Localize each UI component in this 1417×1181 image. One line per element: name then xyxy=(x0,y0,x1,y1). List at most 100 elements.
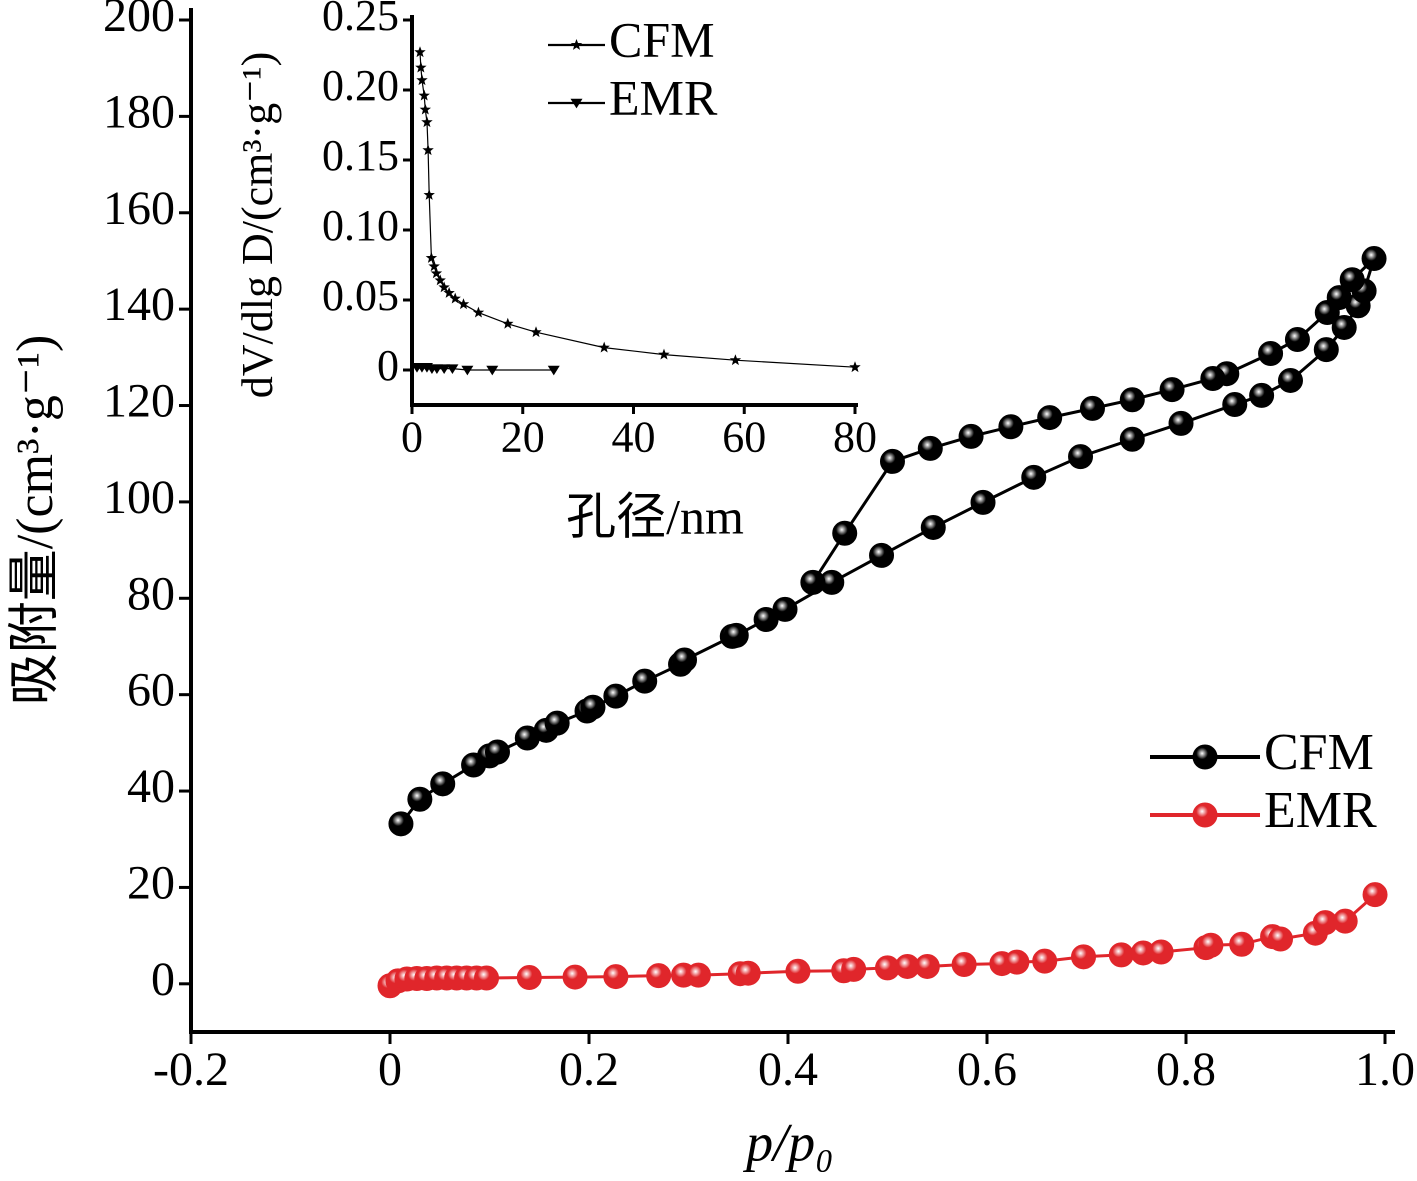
marker xyxy=(1159,377,1185,403)
x-tick-label: 20 xyxy=(501,412,545,461)
marker xyxy=(917,435,943,461)
marker xyxy=(530,326,542,338)
marker xyxy=(438,364,451,374)
y-tick-label: 40 xyxy=(127,760,175,813)
marker xyxy=(672,647,698,673)
marker xyxy=(388,811,414,837)
marker xyxy=(1119,426,1145,452)
marker xyxy=(562,964,588,990)
y-tick-label: 0 xyxy=(377,341,399,390)
marker xyxy=(1284,327,1310,353)
legend-label: CFM xyxy=(1264,724,1374,781)
marker xyxy=(461,365,474,376)
marker xyxy=(658,348,670,360)
x-axis-title: p/p₀ xyxy=(742,1112,834,1172)
x-tick-label: 0.6 xyxy=(957,1043,1017,1096)
marker xyxy=(484,739,510,765)
marker xyxy=(416,74,428,86)
marker xyxy=(425,252,438,263)
marker xyxy=(1361,246,1387,272)
marker xyxy=(849,361,861,373)
marker xyxy=(418,89,430,101)
marker xyxy=(407,786,433,812)
x-tick-label: 0.2 xyxy=(559,1043,619,1096)
marker xyxy=(646,963,672,989)
x-tick-label: 40 xyxy=(612,412,656,461)
x-tick-label: 0 xyxy=(378,1043,402,1096)
marker xyxy=(1168,410,1194,436)
marker xyxy=(920,514,946,540)
y-tick-label: 60 xyxy=(127,664,175,717)
marker xyxy=(1004,949,1030,975)
legend-label: CFM xyxy=(609,11,715,67)
marker xyxy=(729,354,742,366)
y-tick-label: 0.20 xyxy=(322,61,399,110)
legend-marker xyxy=(1192,744,1218,770)
marker xyxy=(1229,931,1255,957)
marker xyxy=(1331,314,1357,340)
y-tick-label: 140 xyxy=(103,278,175,331)
marker xyxy=(879,448,905,474)
y-tick-label: 20 xyxy=(127,856,175,909)
marker xyxy=(1068,444,1094,470)
y-tick-label: 160 xyxy=(103,182,175,235)
marker xyxy=(603,964,629,990)
legend-marker xyxy=(570,98,583,109)
marker xyxy=(457,298,470,310)
marker xyxy=(430,771,456,797)
marker xyxy=(472,306,485,318)
marker xyxy=(598,341,610,353)
marker xyxy=(544,710,570,736)
y-tick-label: 180 xyxy=(103,85,175,138)
marker xyxy=(1079,395,1105,421)
y-tick-label: 80 xyxy=(127,567,175,620)
y-tick-label: 0 xyxy=(151,953,175,1006)
x-tick-label: 0.4 xyxy=(758,1043,818,1096)
marker xyxy=(1037,405,1063,431)
marker xyxy=(800,569,826,595)
marker xyxy=(785,958,811,984)
marker xyxy=(1249,382,1275,408)
marker xyxy=(1314,300,1340,326)
marker xyxy=(958,423,984,449)
marker xyxy=(1198,932,1224,958)
marker xyxy=(1313,337,1339,363)
y-tick-label: 0.15 xyxy=(322,131,399,180)
marker xyxy=(438,281,450,293)
marker xyxy=(1277,367,1303,393)
y-axis-title: 吸附量/(cm³·g⁻¹) xyxy=(7,335,64,706)
x-tick-label: -0.2 xyxy=(153,1043,229,1096)
y-tick-label: 0.05 xyxy=(322,271,399,320)
x-tick-label: 60 xyxy=(722,412,766,461)
marker xyxy=(735,960,761,986)
marker xyxy=(998,414,1024,440)
marker xyxy=(832,520,858,546)
series-line xyxy=(399,257,1376,825)
marker xyxy=(414,46,426,58)
marker xyxy=(423,189,435,200)
marker xyxy=(1268,926,1294,952)
marker xyxy=(723,622,749,648)
marker xyxy=(430,267,443,279)
marker xyxy=(1148,939,1174,965)
x-tick-label: 80 xyxy=(833,412,877,461)
marker xyxy=(632,668,658,694)
marker xyxy=(1362,882,1388,908)
legend-label: EMR xyxy=(609,69,718,125)
marker xyxy=(421,116,433,128)
y-tick-label: 100 xyxy=(103,471,175,524)
marker xyxy=(685,962,711,988)
marker xyxy=(914,953,940,979)
marker xyxy=(415,61,427,73)
marker xyxy=(1258,340,1284,366)
marker xyxy=(1032,948,1058,974)
marker xyxy=(502,317,514,329)
x-tick-label: 1.0 xyxy=(1355,1043,1415,1096)
marker xyxy=(603,683,629,709)
y-tick-label: 0.25 xyxy=(322,0,399,40)
marker xyxy=(1339,267,1365,293)
y-tick-label: 120 xyxy=(103,375,175,428)
marker xyxy=(443,287,455,298)
